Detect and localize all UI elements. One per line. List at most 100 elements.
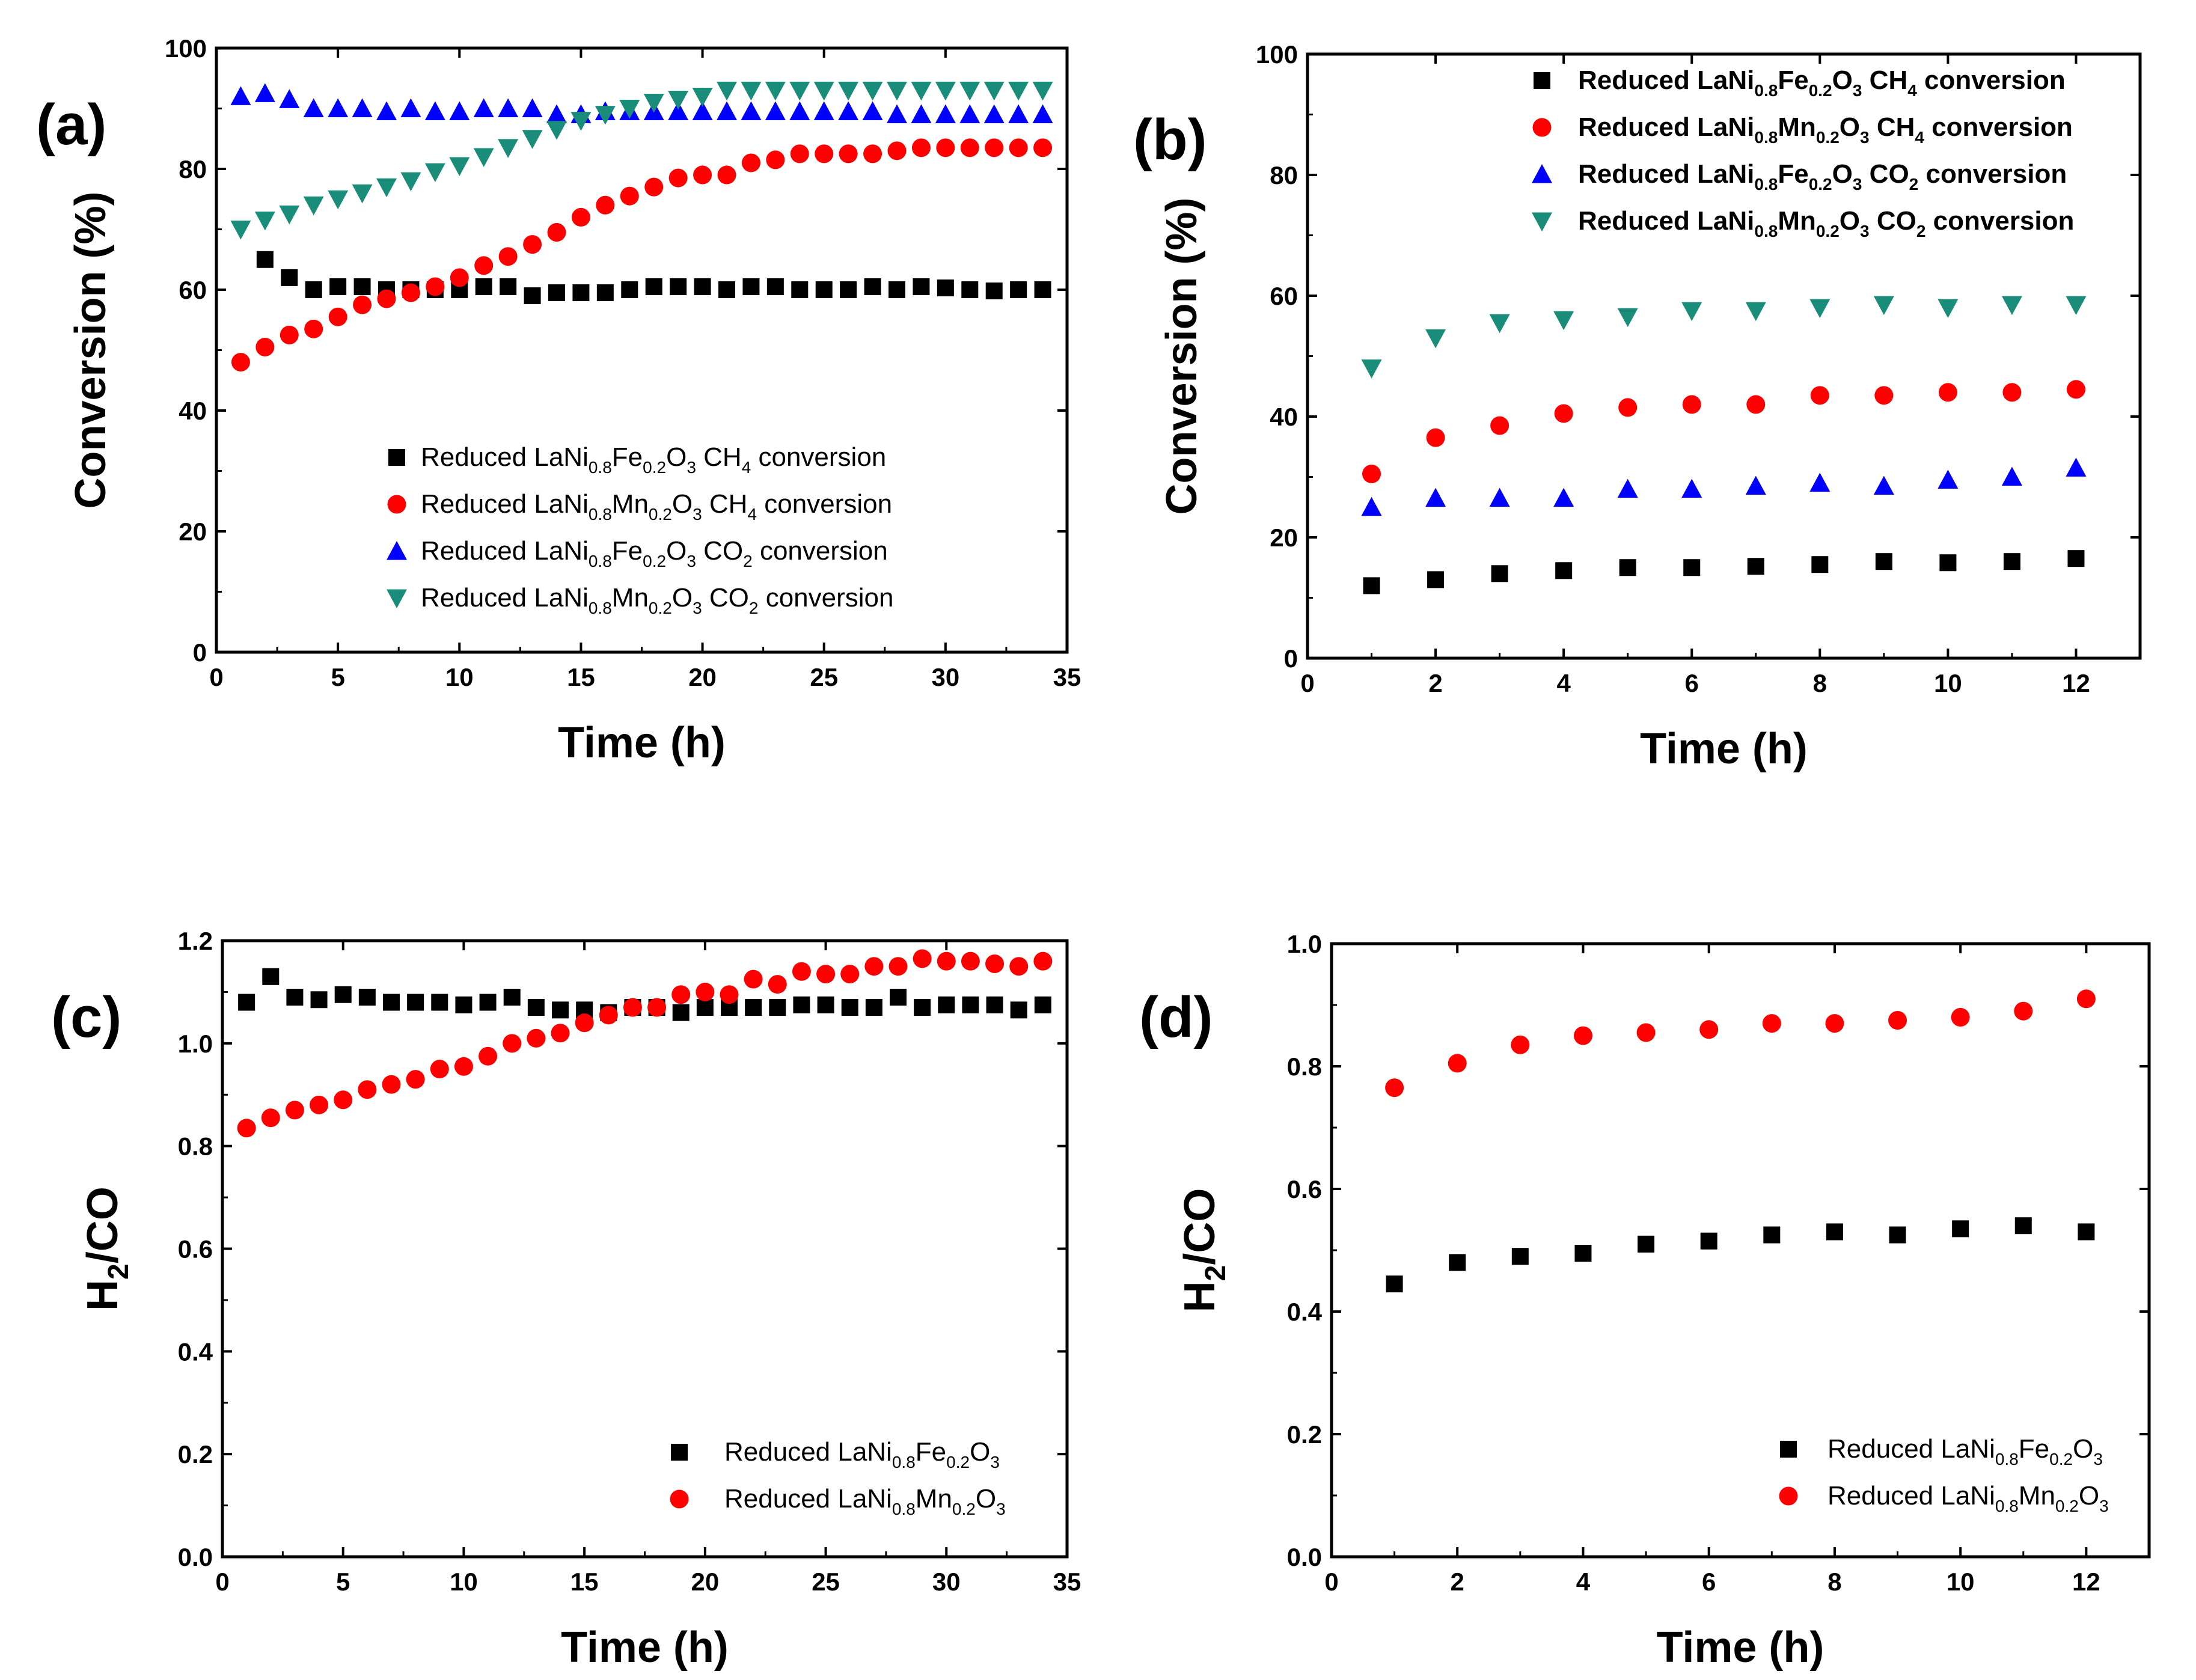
data-point: [449, 101, 470, 120]
data-point: [1809, 472, 1831, 492]
x-tick-label: 8: [1813, 669, 1827, 697]
data-point: [237, 1119, 256, 1138]
data-point: [840, 281, 857, 298]
data-point: [256, 251, 274, 268]
data-point: [2066, 296, 2087, 316]
data-point: [983, 81, 1005, 101]
y-axis-title: H2/CO: [79, 1187, 135, 1311]
data-point: [498, 98, 519, 117]
data-point: [1386, 1275, 1403, 1293]
data-point: [1008, 81, 1029, 101]
data-point: [1681, 478, 1702, 498]
data-point: [1699, 1020, 1719, 1039]
series-triangle-down: [1361, 296, 2087, 379]
data-point: [1951, 1007, 1970, 1027]
data-point: [498, 247, 518, 266]
data-point: [670, 278, 687, 295]
data-point: [303, 98, 324, 117]
y-tick-label: 0.8: [178, 1132, 213, 1161]
panel-label: (a): [36, 93, 106, 157]
series-circle: [1385, 989, 2096, 1098]
legend-entry: Reduced LaNi0.8Mn0.2O3 CH4 conversion: [1578, 112, 2073, 147]
data-point: [2066, 457, 2087, 477]
data-point: [473, 98, 494, 117]
data-point: [334, 986, 352, 1003]
data-point: [285, 1101, 304, 1120]
data-point: [789, 81, 810, 101]
data-point: [744, 970, 763, 989]
data-point: [254, 83, 275, 102]
data-point: [1427, 571, 1445, 588]
legend-entry: Reduced LaNi0.8Fe0.2O3 CH4 conversion: [421, 442, 886, 477]
y-tick-label: 40: [179, 397, 207, 425]
x-tick-label: 15: [567, 663, 595, 691]
series-square: [256, 251, 1051, 305]
data-point: [765, 81, 786, 101]
data-point: [1618, 398, 1638, 417]
data-point: [230, 86, 251, 105]
data-point: [328, 190, 349, 210]
data-point: [305, 281, 322, 298]
x-tick-label: 0: [1300, 669, 1314, 697]
data-point: [1826, 1223, 1843, 1241]
series-square: [1386, 1217, 2095, 1293]
data-point: [1555, 562, 1573, 579]
x-tick-label: 4: [1576, 1568, 1591, 1596]
data-point: [575, 1013, 594, 1033]
series-triangle-down: [230, 81, 1053, 240]
x-tick-label: 0: [209, 663, 223, 691]
x-axis-title: Time (h): [561, 1623, 729, 1672]
data-point: [479, 994, 497, 1011]
panel-label: (b): [1133, 108, 1207, 172]
series-circle: [231, 138, 1053, 372]
data-point: [2003, 553, 2020, 570]
data-point: [1889, 1226, 1906, 1244]
data-point: [353, 295, 372, 314]
y-tick-label: 40: [1270, 403, 1298, 431]
data-point: [671, 985, 691, 1004]
data-point: [1449, 1254, 1466, 1271]
panel-label: (c): [51, 985, 121, 1049]
data-point: [1939, 554, 1957, 572]
data-point: [1489, 314, 1510, 334]
data-point: [1553, 311, 1574, 331]
legend-marker: [671, 1444, 688, 1461]
legend-marker: [1532, 212, 1552, 231]
data-point: [813, 81, 834, 101]
data-point: [693, 165, 712, 185]
x-tick-label: 12: [2072, 1568, 2100, 1596]
data-point: [937, 279, 954, 296]
series-square: [1363, 550, 2085, 594]
data-point: [1825, 1014, 1844, 1033]
data-point: [455, 996, 473, 1013]
data-point: [328, 307, 347, 326]
data-point: [1746, 395, 1766, 414]
x-tick-label: 0: [215, 1568, 229, 1596]
data-point: [1763, 1226, 1781, 1244]
data-point: [1008, 104, 1029, 123]
data-point: [1938, 469, 1959, 489]
y-axis-title: Conversion (%): [67, 191, 115, 509]
data-point: [406, 1070, 425, 1089]
data-point: [1009, 138, 1028, 157]
data-point: [840, 965, 860, 984]
x-axis-title: Time (h): [1640, 725, 1808, 773]
x-tick-label: 35: [1053, 663, 1081, 691]
y-axis-title: H2/CO: [1176, 1188, 1232, 1313]
x-tick-label: 2: [1451, 1568, 1464, 1596]
legend-entry: Reduced LaNi0.8Fe0.2O3: [1827, 1434, 2103, 1468]
plot-frame: [1330, 942, 2151, 1559]
legend-marker: [1532, 164, 1552, 183]
data-point: [2066, 380, 2085, 399]
data-point: [1034, 281, 1051, 298]
x-axis-title: Time (h): [558, 719, 726, 767]
data-point: [864, 278, 881, 295]
data-point: [548, 284, 565, 302]
y-axis-title: Conversion (%): [1158, 197, 1206, 515]
x-tick-label: 10: [450, 1568, 478, 1596]
data-point: [864, 957, 884, 976]
y-tick-label: 0: [1284, 644, 1298, 673]
data-point: [741, 101, 762, 120]
x-tick-label: 4: [1556, 669, 1571, 697]
y-tick-label: 0.4: [1287, 1298, 1323, 1326]
